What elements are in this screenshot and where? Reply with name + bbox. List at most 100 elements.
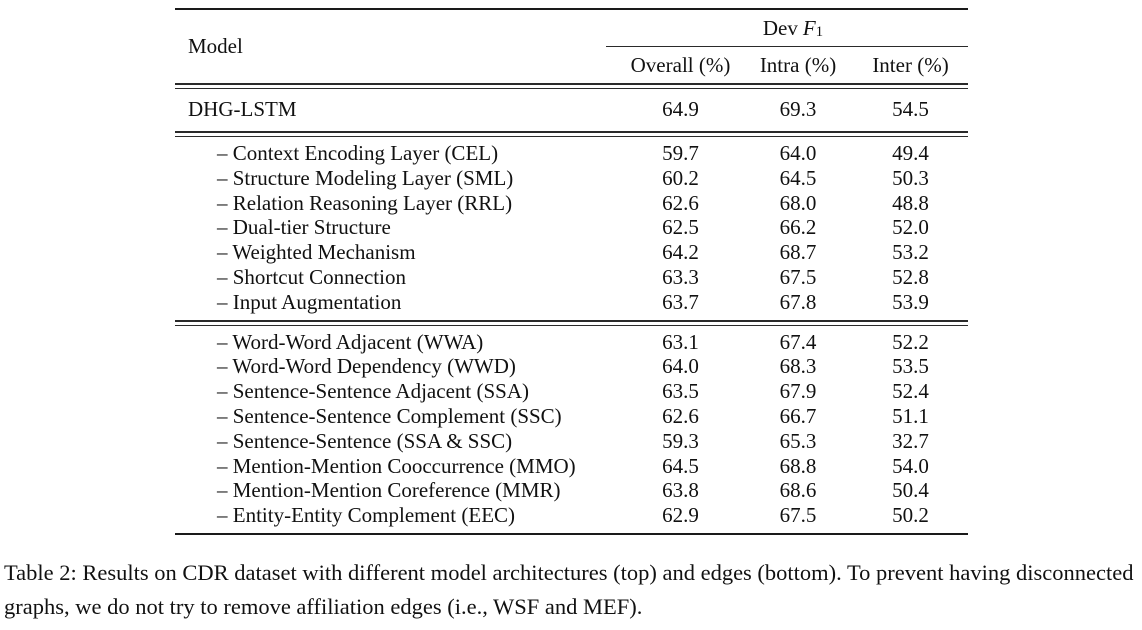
section-divider-rule-1 — [175, 131, 968, 137]
inter-value: 52.4 — [892, 379, 929, 404]
inter-value: 53.2 — [892, 240, 929, 265]
intra-value: 67.4 — [779, 329, 817, 354]
overall-value: 62.9 — [662, 503, 699, 528]
group-header-dev-f1: Dev F 1 — [762, 15, 824, 40]
model-name: – Weighted Mechanism — [217, 240, 416, 265]
f1-math-symbol: F — [802, 15, 816, 40]
overall-value: 63.7 — [662, 289, 699, 314]
overall-value: 59.3 — [662, 428, 699, 453]
table-caption: Table 2: Results on CDR dataset with dif… — [4, 560, 1134, 619]
inter-value: 52.0 — [892, 215, 929, 240]
intra-value: 67.5 — [779, 503, 817, 528]
overall-value: 63.5 — [662, 379, 699, 404]
inter-value: 53.9 — [892, 289, 929, 314]
overall-value: 64.2 — [662, 240, 699, 265]
model-name: – Structure Modeling Layer (SML) — [217, 165, 514, 190]
overall-value: 63.3 — [662, 264, 699, 289]
model-name: – Mention-Mention Cooccurrence (MMO) — [217, 453, 576, 478]
inter-value: 48.8 — [892, 190, 929, 215]
model-name: – Entity-Entity Complement (EEC) — [217, 503, 516, 528]
intra-value: 68.0 — [779, 190, 817, 215]
table-row: – Relation Reasoning Layer (RRL) 62.6 68.0… — [175, 191, 968, 216]
model-name: – Sentence-Sentence Adjacent (SSA) — [217, 379, 529, 404]
table-row: – Sentence-Sentence (SSA & SSC) 59.3 65.3 3… — [175, 429, 968, 454]
model-name: – Word-Word Adjacent (WWA) — [217, 329, 484, 354]
header-divider-rule — [175, 83, 968, 89]
overall-value: 64.5 — [662, 453, 699, 478]
model-name: – Relation Reasoning Layer (RRL) — [217, 190, 513, 215]
base-model-section: DHG-LSTM 64.9 69.3 54.5 — [175, 89, 968, 131]
overall-value: 63.1 — [662, 329, 699, 354]
inter-value: 50.3 — [892, 165, 929, 190]
column-header-intra: Intra (%) — [759, 52, 837, 77]
results-table: Model Dev F 1 Overall (%) Intra (%) Inter … — [175, 8, 968, 535]
inter-value: 54.5 — [892, 97, 929, 121]
dev-f1-underline-rule — [606, 46, 968, 47]
dev-label: Dev — [762, 15, 798, 40]
intra-value: 67.9 — [779, 379, 817, 404]
architecture-ablation-section: – Context Encoding Layer (CEL) 59.7 64.0 49… — [175, 137, 968, 320]
table-row: – Shortcut Connection 63.3 67.5 52.8 — [175, 265, 968, 290]
inter-value: 53.5 — [892, 354, 929, 379]
overall-value: 64.0 — [662, 354, 699, 379]
model-name: DHG-LSTM — [188, 97, 297, 121]
model-name: – Word-Word Dependency (WWD) — [217, 354, 516, 379]
inter-value: 51.1 — [892, 403, 929, 428]
intra-value: 68.7 — [779, 240, 817, 265]
intra-value: 66.7 — [779, 403, 817, 428]
column-header-overall: Overall (%) — [630, 52, 731, 77]
inter-value: 52.2 — [892, 329, 929, 354]
table-bottom-rule — [175, 532, 968, 535]
metric-column-headers: Overall (%) Intra (%) Inter (%) — [618, 47, 968, 83]
table-row: – Weighted Mechanism 64.2 68.7 53.2 — [175, 240, 968, 265]
inter-value: 32.7 — [892, 428, 929, 453]
table-row: – Sentence-Sentence Adjacent (SSA) 63.5 67… — [175, 379, 968, 404]
dev-f1-group: Dev F 1 Overall (%) Intra (%) Inter (%) — [606, 10, 968, 83]
inter-value: 52.8 — [892, 264, 929, 289]
model-name: – Sentence-Sentence Complement (SSC) — [217, 403, 562, 428]
column-header-inter: Inter (%) — [872, 52, 949, 77]
model-name: – Shortcut Connection — [217, 264, 406, 289]
intra-value: 67.8 — [779, 289, 817, 314]
table-row: – Entity-Entity Complement (EEC) 62.9 67.5… — [175, 503, 968, 528]
intra-value: 64.5 — [779, 165, 817, 190]
table-row: – Mention-Mention Cooccurrence (MMO) 64.5… — [175, 454, 968, 479]
table-top-rule — [175, 8, 968, 10]
model-column-header: Model — [188, 34, 243, 58]
inter-value: 50.4 — [892, 478, 929, 503]
intra-value: 68.3 — [779, 354, 817, 379]
table-row: – Dual-tier Structure 62.5 66.2 52.0 — [175, 215, 968, 240]
model-name: – Mention-Mention Coreference (MMR) — [217, 478, 561, 503]
intra-value: 68.8 — [779, 453, 817, 478]
overall-value: 60.2 — [662, 165, 699, 190]
intra-value: 65.3 — [779, 428, 817, 453]
table-row: – Mention-Mention Coreference (MMR) 63.8 6… — [175, 478, 968, 503]
overall-value: 59.7 — [662, 141, 699, 165]
table-row: DHG-LSTM 64.9 69.3 54.5 — [175, 93, 968, 126]
overall-value: 62.6 — [662, 403, 699, 428]
model-name: – Input Augmentation — [217, 289, 402, 314]
table-header: Model Dev F 1 Overall (%) Intra (%) Inter … — [175, 10, 968, 83]
table-row: – Sentence-Sentence Complement (SSC) 62.6… — [175, 404, 968, 429]
intra-value: 66.2 — [779, 215, 817, 240]
overall-value: 64.9 — [662, 97, 699, 121]
table-row: – Input Augmentation 63.7 67.8 53.9 — [175, 290, 968, 315]
table-row: – Word-Word Dependency (WWD) 64.0 68.3 53.5 — [175, 354, 968, 379]
table-row: – Word-Word Adjacent (WWA) 63.1 67.4 52.2 — [175, 330, 968, 355]
model-name: – Dual-tier Structure — [217, 215, 391, 240]
model-name: – Sentence-Sentence (SSA & SSC) — [217, 428, 513, 453]
intra-value: 67.5 — [779, 264, 817, 289]
intra-value: 69.3 — [779, 97, 817, 121]
inter-value: 50.2 — [892, 503, 929, 528]
intra-value: 64.0 — [779, 141, 817, 165]
overall-value: 62.5 — [662, 215, 699, 240]
model-name: – Context Encoding Layer (CEL) — [217, 141, 499, 165]
table-row: – Structure Modeling Layer (SML) 60.2 64.5… — [175, 166, 968, 191]
table-row: – Context Encoding Layer (CEL) 59.7 64.0 49… — [175, 141, 968, 166]
section-divider-rule-2 — [175, 319, 968, 326]
inter-value: 49.4 — [892, 141, 929, 165]
inter-value: 54.0 — [892, 453, 929, 478]
intra-value: 68.6 — [779, 478, 817, 503]
overall-value: 62.6 — [662, 190, 699, 215]
